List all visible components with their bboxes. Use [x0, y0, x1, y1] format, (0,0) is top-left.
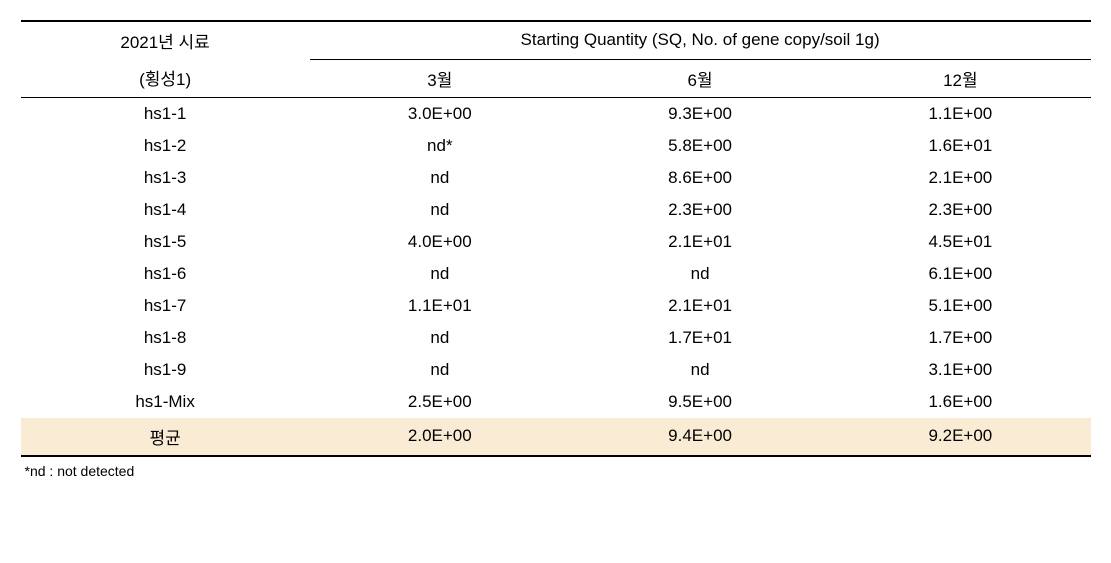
cell-m6: 8.6E+00: [570, 162, 830, 194]
cell-m6: 2.1E+01: [570, 226, 830, 258]
table-row: hs1-6 nd nd 6.1E+00: [21, 258, 1091, 290]
cell-sample: hs1-6: [21, 258, 310, 290]
table-row: hs1-4 nd 2.3E+00 2.3E+00: [21, 194, 1091, 226]
table-row: hs1-Mix 2.5E+00 9.5E+00 1.6E+00: [21, 386, 1091, 418]
table-row: hs1-3 nd 8.6E+00 2.1E+00: [21, 162, 1091, 194]
cell-m3: 1.1E+01: [310, 290, 570, 322]
cell-m12: 3.1E+00: [830, 354, 1090, 386]
avg-m6: 9.4E+00: [570, 418, 830, 456]
cell-m12: 1.6E+00: [830, 386, 1090, 418]
cell-m6: 1.7E+01: [570, 322, 830, 354]
cell-m12: 2.3E+00: [830, 194, 1090, 226]
cell-m12: 2.1E+00: [830, 162, 1090, 194]
cell-sample: hs1-7: [21, 290, 310, 322]
table-row: hs1-1 3.0E+00 9.3E+00 1.1E+00: [21, 97, 1091, 130]
cell-m3: nd: [310, 194, 570, 226]
table-row: hs1-8 nd 1.7E+01 1.7E+00: [21, 322, 1091, 354]
cell-m3: nd: [310, 322, 570, 354]
cell-m12: 4.5E+01: [830, 226, 1090, 258]
table-row: hs1-5 4.0E+00 2.1E+01 4.5E+01: [21, 226, 1091, 258]
cell-m3: nd: [310, 354, 570, 386]
cell-m6: nd: [570, 258, 830, 290]
header-sq-span: Starting Quantity (SQ, No. of gene copy/…: [310, 21, 1091, 59]
cell-sample: hs1-1: [21, 97, 310, 130]
cell-sample: hs1-3: [21, 162, 310, 194]
cell-m6: nd: [570, 354, 830, 386]
header-sample-line1: 2021년 시료: [21, 21, 310, 59]
header-row-1: 2021년 시료 Starting Quantity (SQ, No. of g…: [21, 21, 1091, 59]
table-row: hs1-9 nd nd 3.1E+00: [21, 354, 1091, 386]
header-month-0: 3월: [310, 59, 570, 97]
header-month-1: 6월: [570, 59, 830, 97]
avg-m3: 2.0E+00: [310, 418, 570, 456]
data-table-container: 2021년 시료 Starting Quantity (SQ, No. of g…: [21, 20, 1091, 479]
table-body: hs1-1 3.0E+00 9.3E+00 1.1E+00 hs1-2 nd* …: [21, 97, 1091, 456]
header-month-2: 12월: [830, 59, 1090, 97]
cell-m3: nd*: [310, 130, 570, 162]
footnote-text: *nd : not detected: [21, 463, 1091, 479]
cell-m12: 1.1E+00: [830, 97, 1090, 130]
average-row: 평균 2.0E+00 9.4E+00 9.2E+00: [21, 418, 1091, 456]
avg-label: 평균: [21, 418, 310, 456]
cell-m12: 1.6E+01: [830, 130, 1090, 162]
cell-sample: hs1-2: [21, 130, 310, 162]
cell-m6: 9.3E+00: [570, 97, 830, 130]
table-header: 2021년 시료 Starting Quantity (SQ, No. of g…: [21, 21, 1091, 97]
cell-m3: nd: [310, 258, 570, 290]
cell-sample: hs1-9: [21, 354, 310, 386]
cell-m12: 1.7E+00: [830, 322, 1090, 354]
cell-m6: 9.5E+00: [570, 386, 830, 418]
table-row: hs1-7 1.1E+01 2.1E+01 5.1E+00: [21, 290, 1091, 322]
header-row-2: (횡성1) 3월 6월 12월: [21, 59, 1091, 97]
cell-m6: 5.8E+00: [570, 130, 830, 162]
cell-m12: 6.1E+00: [830, 258, 1090, 290]
cell-m3: 3.0E+00: [310, 97, 570, 130]
header-sample-line2: (횡성1): [21, 59, 310, 97]
cell-m3: 2.5E+00: [310, 386, 570, 418]
cell-sample: hs1-5: [21, 226, 310, 258]
avg-m12: 9.2E+00: [830, 418, 1090, 456]
cell-sample: hs1-4: [21, 194, 310, 226]
cell-m6: 2.1E+01: [570, 290, 830, 322]
cell-sample: hs1-Mix: [21, 386, 310, 418]
cell-m6: 2.3E+00: [570, 194, 830, 226]
cell-sample: hs1-8: [21, 322, 310, 354]
cell-m3: nd: [310, 162, 570, 194]
table-row: hs1-2 nd* 5.8E+00 1.6E+01: [21, 130, 1091, 162]
cell-m3: 4.0E+00: [310, 226, 570, 258]
cell-m12: 5.1E+00: [830, 290, 1090, 322]
data-table: 2021년 시료 Starting Quantity (SQ, No. of g…: [21, 20, 1091, 457]
